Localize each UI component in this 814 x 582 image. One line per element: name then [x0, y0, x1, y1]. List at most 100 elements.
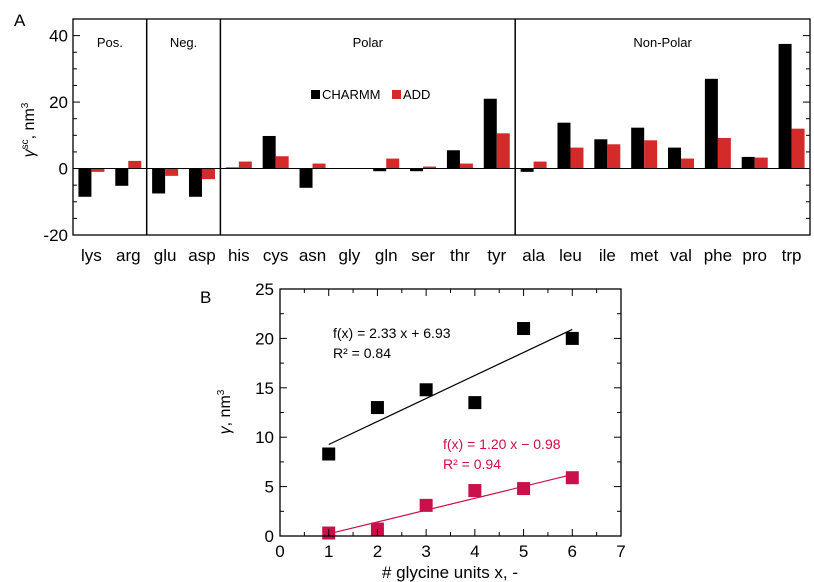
panel-b-label: B: [200, 288, 211, 307]
data-point-0: [468, 396, 482, 410]
x-tick-label-trp: trp: [782, 246, 802, 265]
data-point-0: [370, 401, 384, 415]
panel-b-fit-lines: [328, 328, 573, 535]
x-tick-label-arg: arg: [116, 246, 141, 265]
fit-equation-red: f(x) = 1.20 x − 0.98: [443, 436, 561, 452]
x-tick-label: 7: [616, 542, 625, 561]
bar-add-asn: [312, 163, 326, 169]
bar-charmm-glu: [152, 168, 166, 194]
bar-charmm-asp: [188, 168, 202, 197]
y-tick-label: 25: [255, 280, 274, 299]
bar-add-leu: [570, 147, 584, 169]
panel-a-ylabel-superscript: sc: [20, 139, 31, 149]
data-point-1: [517, 482, 531, 496]
panel-b-axes: 0 1 2 3 4 5 6 7 0 5 10 15 20 25: [255, 280, 626, 561]
legend-swatch-charmm: [311, 90, 320, 99]
fit-r2-black: R² = 0.84: [333, 345, 391, 361]
x-tick-label: 3: [421, 542, 430, 561]
panel-b-ylabel-symbol: γ: [217, 425, 234, 434]
legend-label-add: ADD: [403, 87, 430, 102]
bar-add-trp: [791, 128, 805, 169]
bar-add-arg: [128, 160, 142, 169]
x-tick-label-gln: gln: [375, 246, 398, 265]
bar-add-asp: [201, 168, 215, 180]
bar-add-his: [238, 161, 252, 169]
panel-a-ylabel-symbol: γ: [21, 148, 38, 157]
panel-a-groups: Pos. Neg. Polar Non-Polar: [97, 19, 693, 235]
bar-add-thr: [459, 163, 473, 169]
panel-b: B 0 1 2 3 4 5 6 7 0 5 10 15 20 25 f(x) = 2.33 x + 6.9…: [200, 280, 626, 582]
bar-add-phe: [717, 137, 731, 169]
y-tick-label: 15: [255, 379, 274, 398]
data-point-0: [565, 331, 579, 345]
bar-charmm-ala: [520, 168, 534, 172]
bar-charmm-ser: [410, 168, 424, 172]
bar-charmm-ile: [594, 139, 608, 169]
panel-a-axes: -20 0 20 40 lys arg glu asp his cys asn gly gln ser th…: [43, 18, 811, 265]
data-point-0: [419, 383, 433, 397]
data-point-0: [517, 322, 531, 336]
group-label-non-polar: Non-Polar: [633, 35, 692, 50]
bar-charmm-thr: [446, 150, 460, 169]
bar-charmm-pro: [741, 156, 755, 169]
y-tick-label: -20: [43, 226, 68, 245]
bar-charmm-trp: [778, 43, 792, 169]
x-tick-label-pro: pro: [742, 246, 767, 265]
x-tick-label-his: his: [228, 246, 250, 265]
bar-charmm-leu: [557, 122, 571, 169]
bar-charmm-gln: [373, 168, 387, 172]
x-tick-label: 5: [519, 542, 528, 561]
bar-add-tyr: [496, 133, 510, 169]
bar-charmm-arg: [115, 168, 129, 186]
panel-b-ylabel-units: , nm: [217, 395, 234, 426]
bar-charmm-val: [668, 147, 682, 169]
fit-line-0: [328, 328, 573, 446]
data-point-1: [419, 498, 433, 512]
x-tick-label-cys: cys: [263, 246, 289, 265]
x-tick-label-thr: thr: [450, 246, 470, 265]
bar-charmm-lys: [78, 168, 92, 197]
panel-a-bars: [78, 43, 805, 197]
bar-charmm-tyr: [483, 98, 497, 169]
x-tick-label-leu: leu: [559, 246, 582, 265]
x-tick-label-lys: lys: [81, 246, 102, 265]
bar-add-ile: [607, 144, 621, 169]
data-point-0: [322, 447, 336, 461]
bar-charmm-met: [631, 127, 645, 169]
plot-frame: [72, 18, 811, 236]
x-tick-label-met: met: [630, 246, 659, 265]
data-point-1: [565, 471, 579, 485]
x-tick-label-ala: ala: [522, 246, 545, 265]
x-tick-label-tyr: tyr: [487, 246, 506, 265]
panel-a-ylabel-units-superscript: 3: [20, 102, 31, 108]
x-tick-label: 6: [568, 542, 577, 561]
bar-add-met: [644, 140, 658, 169]
panel-a-ylabel-units: , nm: [21, 108, 38, 139]
bar-add-cys: [275, 156, 289, 169]
bar-charmm-cys: [262, 135, 276, 169]
fit-r2-red: R² = 0.94: [443, 456, 501, 472]
fit-equation-black: f(x) = 2.33 x + 6.93: [333, 325, 451, 341]
x-tick-label-phe: phe: [704, 246, 732, 265]
y-tick-label: 10: [255, 428, 274, 447]
group-label-pos-: Pos.: [97, 35, 123, 50]
x-tick-label-ile: ile: [599, 246, 616, 265]
x-tick-label-gly: gly: [339, 246, 361, 265]
svg-text:γsc, nm3: γsc, nm3: [20, 102, 38, 157]
x-tick-label-asn: asn: [299, 246, 326, 265]
data-point-1: [468, 484, 482, 498]
panel-b-ylabel-units-superscript: 3: [216, 389, 227, 395]
x-tick-label: 4: [470, 542, 479, 561]
bar-charmm-asn: [299, 168, 313, 188]
bar-add-ala: [533, 161, 547, 169]
panel-a-label: A: [14, 11, 26, 30]
x-tick-label-ser: ser: [411, 246, 435, 265]
bar-add-val: [681, 158, 695, 169]
group-label-polar: Polar: [353, 35, 384, 50]
panel-a-legend: CHARMM ADD: [311, 87, 430, 102]
y-tick-label: 5: [265, 478, 274, 497]
x-tick-label: 2: [373, 542, 382, 561]
panel-b-y-axis-label: γ, nm3: [216, 389, 234, 434]
panel-b-x-axis-label: # glycine units x, -: [382, 563, 518, 582]
